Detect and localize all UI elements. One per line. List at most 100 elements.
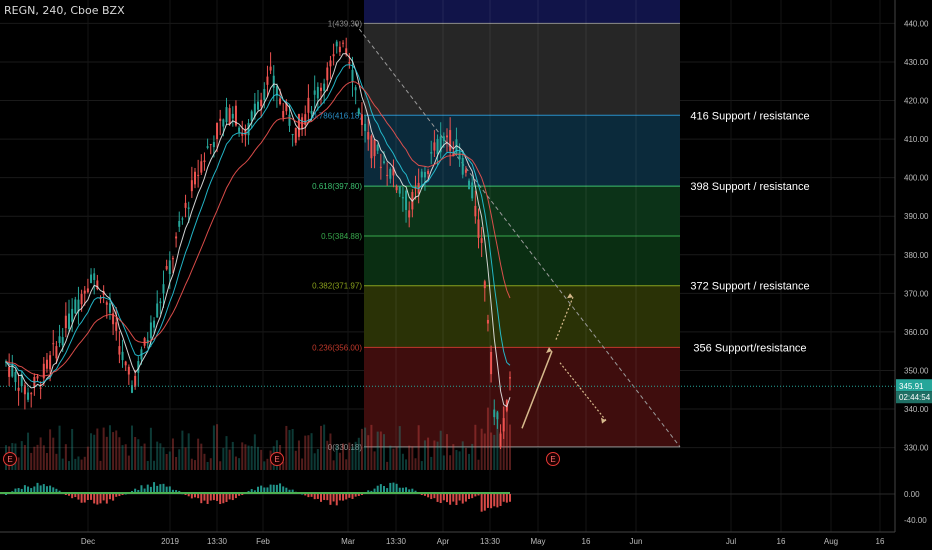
volume-bar — [190, 458, 193, 470]
volume-bar — [52, 437, 55, 470]
earnings-marker-label: E — [274, 455, 279, 464]
candle-body — [401, 197, 404, 199]
price-tick-label: 430.00 — [904, 58, 929, 67]
candle-body — [367, 132, 370, 140]
volume-bar — [71, 428, 74, 470]
candle-body — [427, 170, 430, 175]
volume-bar — [149, 427, 152, 470]
candle-body — [279, 98, 282, 105]
candle-body — [206, 146, 209, 148]
candle-body — [45, 359, 48, 369]
osc-bar — [190, 494, 193, 499]
osc-bar — [354, 494, 357, 497]
volume-bar — [474, 424, 477, 470]
osc-bar — [474, 494, 477, 497]
volume-bar — [376, 431, 379, 470]
oscillator-histogram: 0.00 -40.00 — [0, 482, 927, 525]
osc-bar — [5, 494, 7, 495]
volume-bar — [143, 443, 146, 470]
osc-bar — [250, 489, 253, 494]
candle-body — [449, 130, 452, 151]
osc-bar — [408, 489, 411, 494]
candle-body — [269, 66, 272, 71]
osc-bar — [427, 494, 430, 498]
volume-bar — [338, 452, 341, 470]
osc-bar — [499, 494, 502, 506]
volume-bar — [439, 430, 442, 470]
volume-bar — [206, 461, 209, 470]
candle-body — [499, 433, 502, 447]
osc-bar — [502, 494, 505, 502]
osc-bar — [279, 483, 282, 494]
volume-bar — [360, 428, 363, 470]
countdown-tag — [896, 391, 932, 404]
volume-bar — [58, 425, 61, 470]
volume-bar — [348, 442, 351, 470]
price-tick-label: 360.00 — [904, 328, 929, 337]
volume-bar — [231, 441, 234, 470]
osc-bar — [433, 494, 436, 499]
candle-body — [373, 139, 376, 157]
osc-bar — [389, 482, 392, 494]
volume-bar — [168, 451, 171, 470]
osc-bar — [93, 494, 96, 504]
earnings-marker[interactable] — [270, 452, 284, 466]
volume-bar — [342, 443, 345, 470]
osc-bar — [162, 483, 165, 494]
candle-body — [486, 319, 489, 324]
candle-body — [121, 351, 124, 361]
earnings-marker[interactable] — [546, 452, 560, 466]
osc-bar — [55, 488, 58, 494]
volume-bar — [266, 458, 269, 470]
volume-bar — [452, 444, 455, 470]
fib-zone — [364, 0, 680, 24]
osc-bar — [379, 484, 382, 494]
candle-body — [187, 207, 190, 209]
volume-bar — [398, 426, 401, 470]
candle-body — [228, 108, 231, 125]
osc-bar — [442, 494, 445, 501]
time-axis: Dec 2019 13:30 Feb Mar 13:30 Apr 13:30 May 16 Jun J… — [0, 531, 895, 546]
osc-bar — [143, 488, 146, 494]
volume-bar — [285, 425, 288, 470]
candle-body — [219, 118, 222, 121]
projection-arrow-up — [521, 350, 553, 429]
candle-body — [36, 376, 39, 379]
candle-body — [509, 377, 511, 379]
osc-bar — [165, 486, 168, 494]
candle-body — [86, 288, 89, 293]
osc-bar — [231, 494, 234, 501]
candle-body — [360, 114, 363, 125]
candle-body — [461, 157, 464, 175]
osc-bar — [168, 486, 171, 494]
osc-bar — [493, 494, 496, 507]
osc-bar — [68, 494, 70, 496]
earnings-marker[interactable] — [3, 452, 17, 466]
volume-bar — [304, 435, 307, 470]
candle-body — [342, 42, 345, 44]
volume-bar — [257, 446, 259, 470]
volume-bar — [433, 440, 436, 470]
candle-body — [149, 322, 152, 339]
fibonacci-retracement: 1(439.39) 0.786(416.18) 0.618(397.80) 0.5(3… — [312, 0, 681, 452]
osc-bar — [17, 488, 20, 494]
osc-bar — [228, 494, 231, 500]
volume-bar — [96, 428, 99, 470]
osc-bar — [140, 485, 143, 494]
volume-bar — [442, 455, 445, 470]
volume-bar — [436, 441, 439, 470]
ema-line — [5, 81, 511, 377]
candle-body — [395, 186, 398, 191]
candle-body — [58, 336, 61, 344]
volume-bar — [27, 432, 30, 470]
osc-bar — [118, 494, 121, 497]
time-tick-label: 16 — [777, 537, 786, 546]
osc-bar — [206, 494, 209, 504]
volume-bar — [499, 432, 502, 470]
volume-bar — [408, 445, 411, 470]
candle-body — [108, 303, 111, 313]
osc-bar — [357, 494, 360, 496]
osc-bar — [288, 489, 291, 494]
volume-bar — [140, 446, 143, 470]
